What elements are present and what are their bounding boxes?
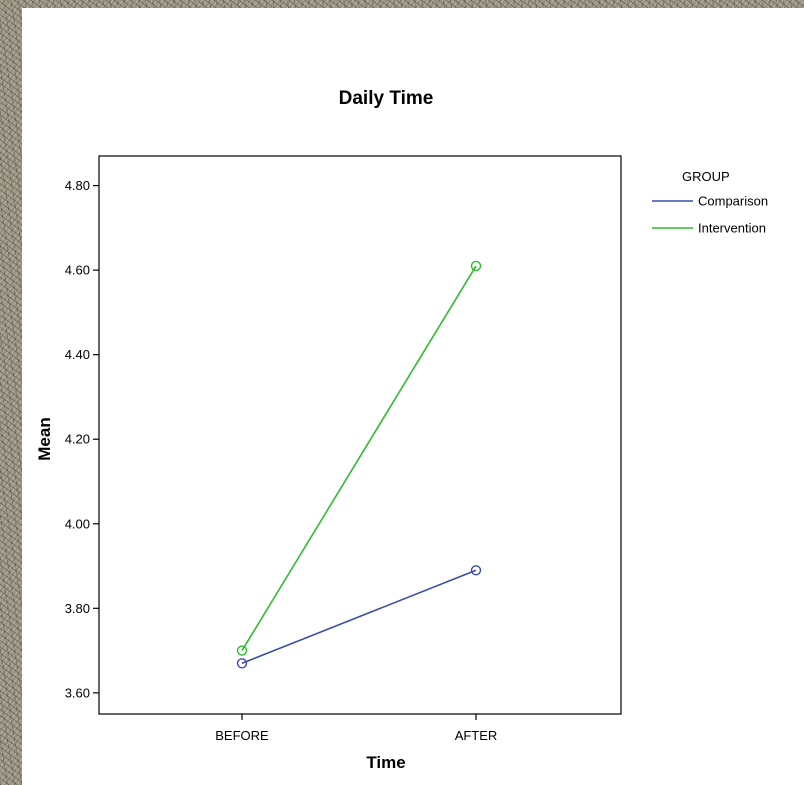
y-tick-label: 4.20 xyxy=(65,432,90,447)
x-tick-label: BEFORE xyxy=(215,728,269,743)
data-point-intervention xyxy=(236,645,248,656)
chart-panel: Daily Time 3.60 3.80 4.00 4.20 4.40 4.60 4.80 … xyxy=(22,8,804,785)
series-line-comparison xyxy=(241,569,477,665)
x-tick-label: AFTER xyxy=(455,728,498,743)
legend-label-intervention: Intervention xyxy=(698,221,766,236)
y-tick-label: 3.60 xyxy=(65,685,90,700)
chart-title: Daily Time xyxy=(339,88,434,109)
series-layer xyxy=(236,260,482,669)
data-point-intervention xyxy=(470,260,482,272)
x-axis-title: Time xyxy=(366,753,405,772)
plot-area-frame xyxy=(98,155,622,715)
data-point-comparison xyxy=(470,565,482,576)
data-point-comparison xyxy=(236,658,248,669)
y-tick-label: 4.60 xyxy=(65,263,90,278)
y-tick-label: 3.80 xyxy=(65,601,90,616)
legend-title: GROUP xyxy=(682,169,730,184)
y-axis: 3.60 3.80 4.00 4.20 4.40 4.60 4.80 xyxy=(65,178,99,700)
series-line-intervention xyxy=(241,265,477,652)
y-tick-label: 4.80 xyxy=(65,178,90,193)
y-tick-label: 4.00 xyxy=(65,516,90,531)
y-axis-title: Mean xyxy=(35,417,54,460)
legend: GROUP Comparison Intervention xyxy=(652,169,768,236)
x-axis: BEFORE AFTER xyxy=(215,714,497,743)
legend-label-comparison: Comparison xyxy=(698,194,768,209)
y-tick-label: 4.40 xyxy=(65,347,90,362)
line-chart: Daily Time 3.603.804.004.204.404.604.80 … xyxy=(35,88,768,772)
